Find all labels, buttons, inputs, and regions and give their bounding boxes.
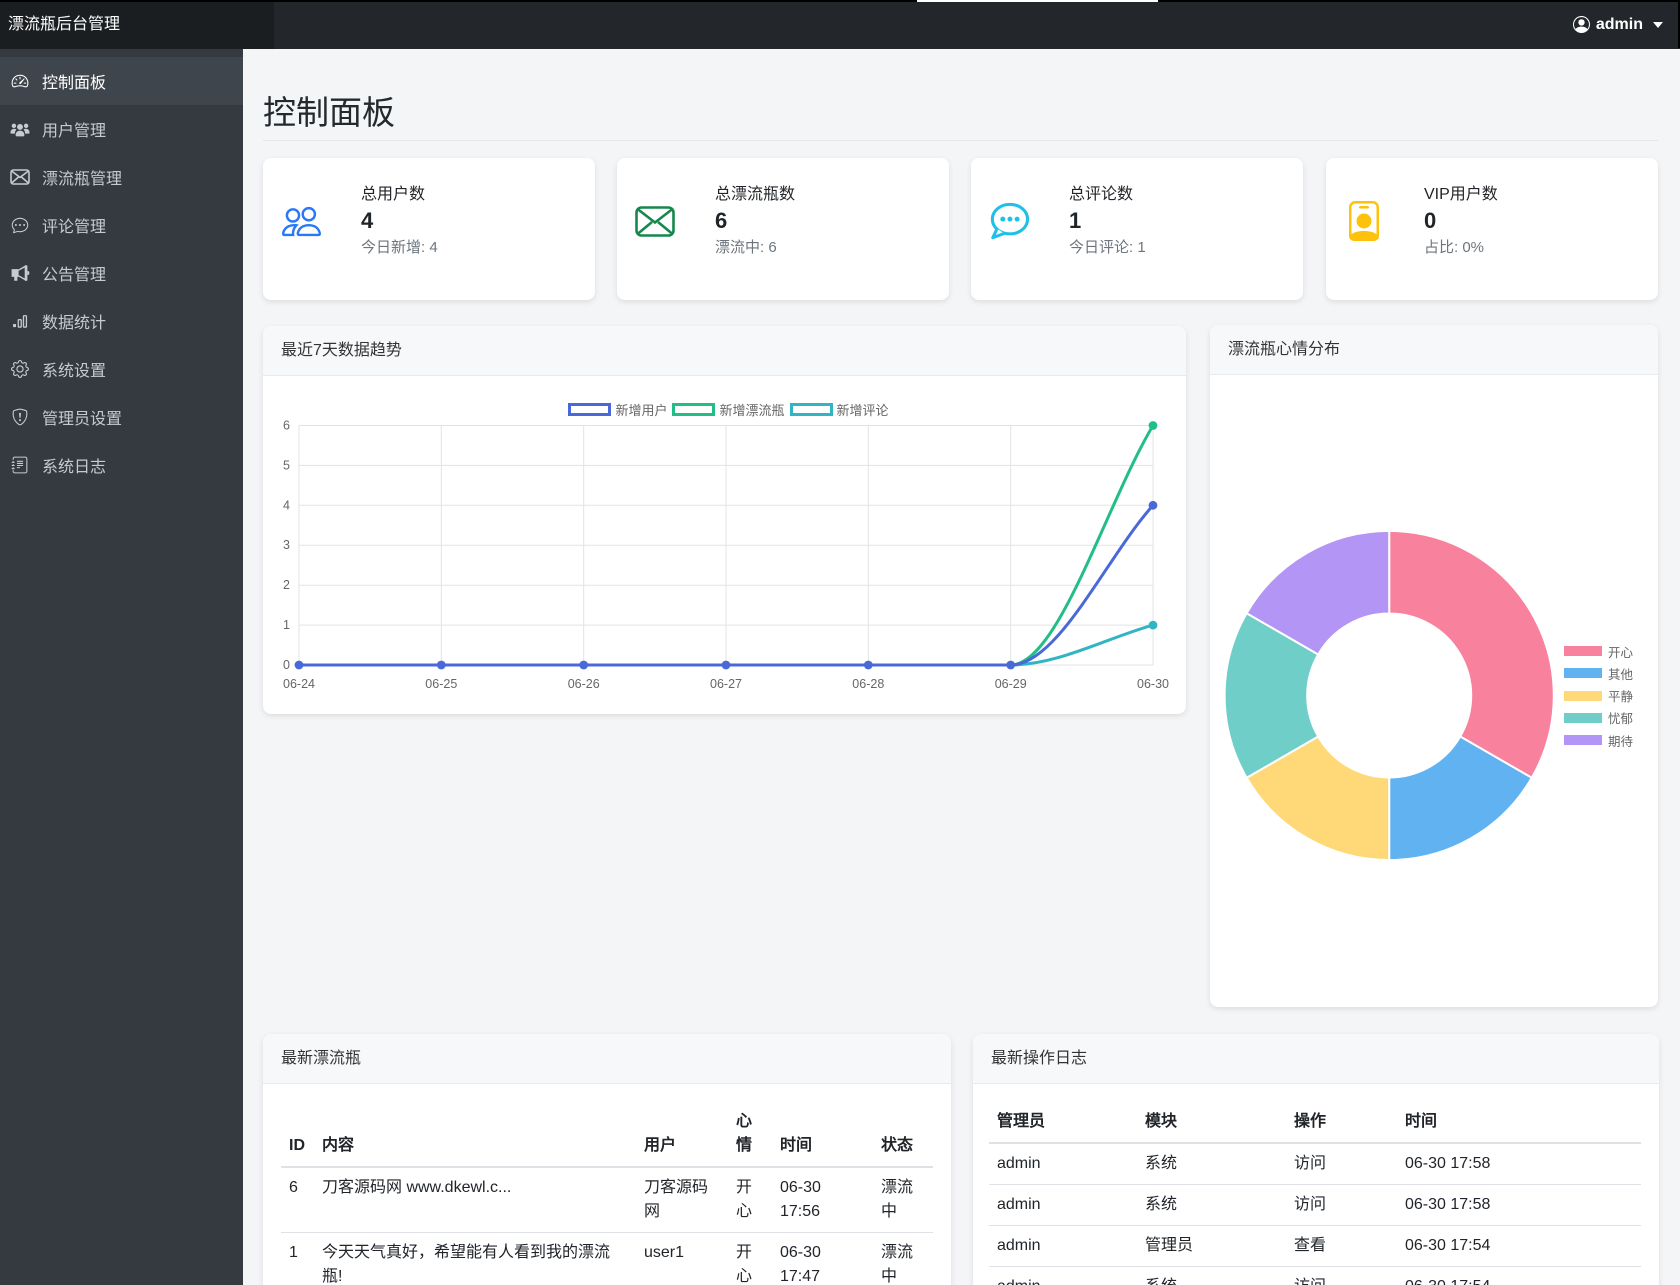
svg-text:3: 3 (283, 538, 290, 552)
svg-text:06-30: 06-30 (1137, 677, 1169, 691)
svg-text:5: 5 (283, 458, 290, 472)
svg-text:06-29: 06-29 (995, 677, 1027, 691)
svg-text:06-27: 06-27 (710, 677, 742, 691)
svg-text:1: 1 (283, 618, 290, 632)
svg-text:0: 0 (283, 658, 290, 672)
svg-text:2: 2 (283, 578, 290, 592)
svg-text:06-24: 06-24 (283, 677, 315, 691)
svg-text:4: 4 (283, 498, 290, 512)
svg-text:6: 6 (283, 419, 290, 433)
svg-text:06-26: 06-26 (568, 677, 600, 691)
svg-text:06-28: 06-28 (852, 677, 884, 691)
svg-text:06-25: 06-25 (425, 677, 457, 691)
